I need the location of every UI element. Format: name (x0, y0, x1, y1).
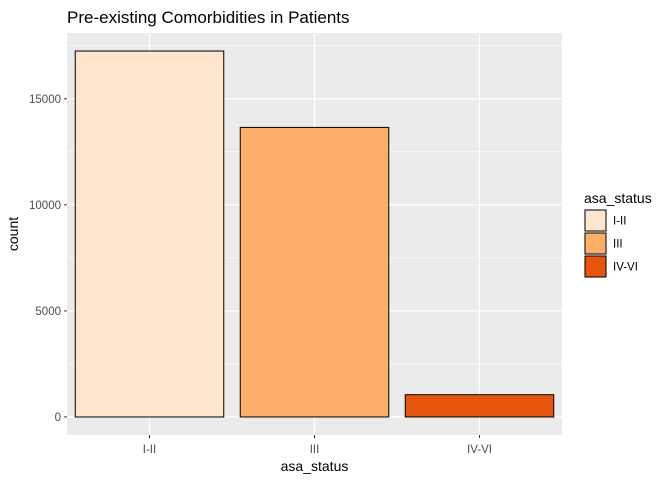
x-tick-label: III (310, 444, 320, 456)
bar-iii (239, 126, 390, 418)
x-axis: I-II III IV-VI (143, 435, 492, 456)
y-tick-label: 5000 (35, 306, 61, 318)
y-tick-label: 0 (55, 412, 61, 424)
y-axis: 0 5000 10000 15000 (29, 94, 67, 424)
bars (74, 50, 555, 418)
legend-label: IV-VI (613, 262, 638, 274)
legend-swatch (584, 209, 607, 232)
legend-label: III (613, 239, 623, 251)
y-axis-title: count (5, 217, 21, 251)
bar-iv-vi (404, 394, 555, 418)
chart-title: Pre-existing Comorbidities in Patients (67, 8, 350, 27)
legend-label: I-II (613, 216, 626, 228)
x-tick-label: I-II (143, 444, 156, 456)
bar-i-ii (74, 50, 225, 418)
legend-swatch (584, 255, 607, 278)
y-tick-label: 15000 (29, 94, 61, 106)
x-axis-title: asa_status (281, 458, 349, 474)
legend-title: asa_status (584, 190, 652, 206)
y-tick-label: 10000 (29, 200, 61, 212)
legend: asa_status I-II III IV-VI (584, 190, 652, 278)
x-tick-label: IV-VI (467, 444, 492, 456)
legend-items: I-II III IV-VI (584, 209, 638, 278)
legend-swatch (584, 232, 607, 255)
